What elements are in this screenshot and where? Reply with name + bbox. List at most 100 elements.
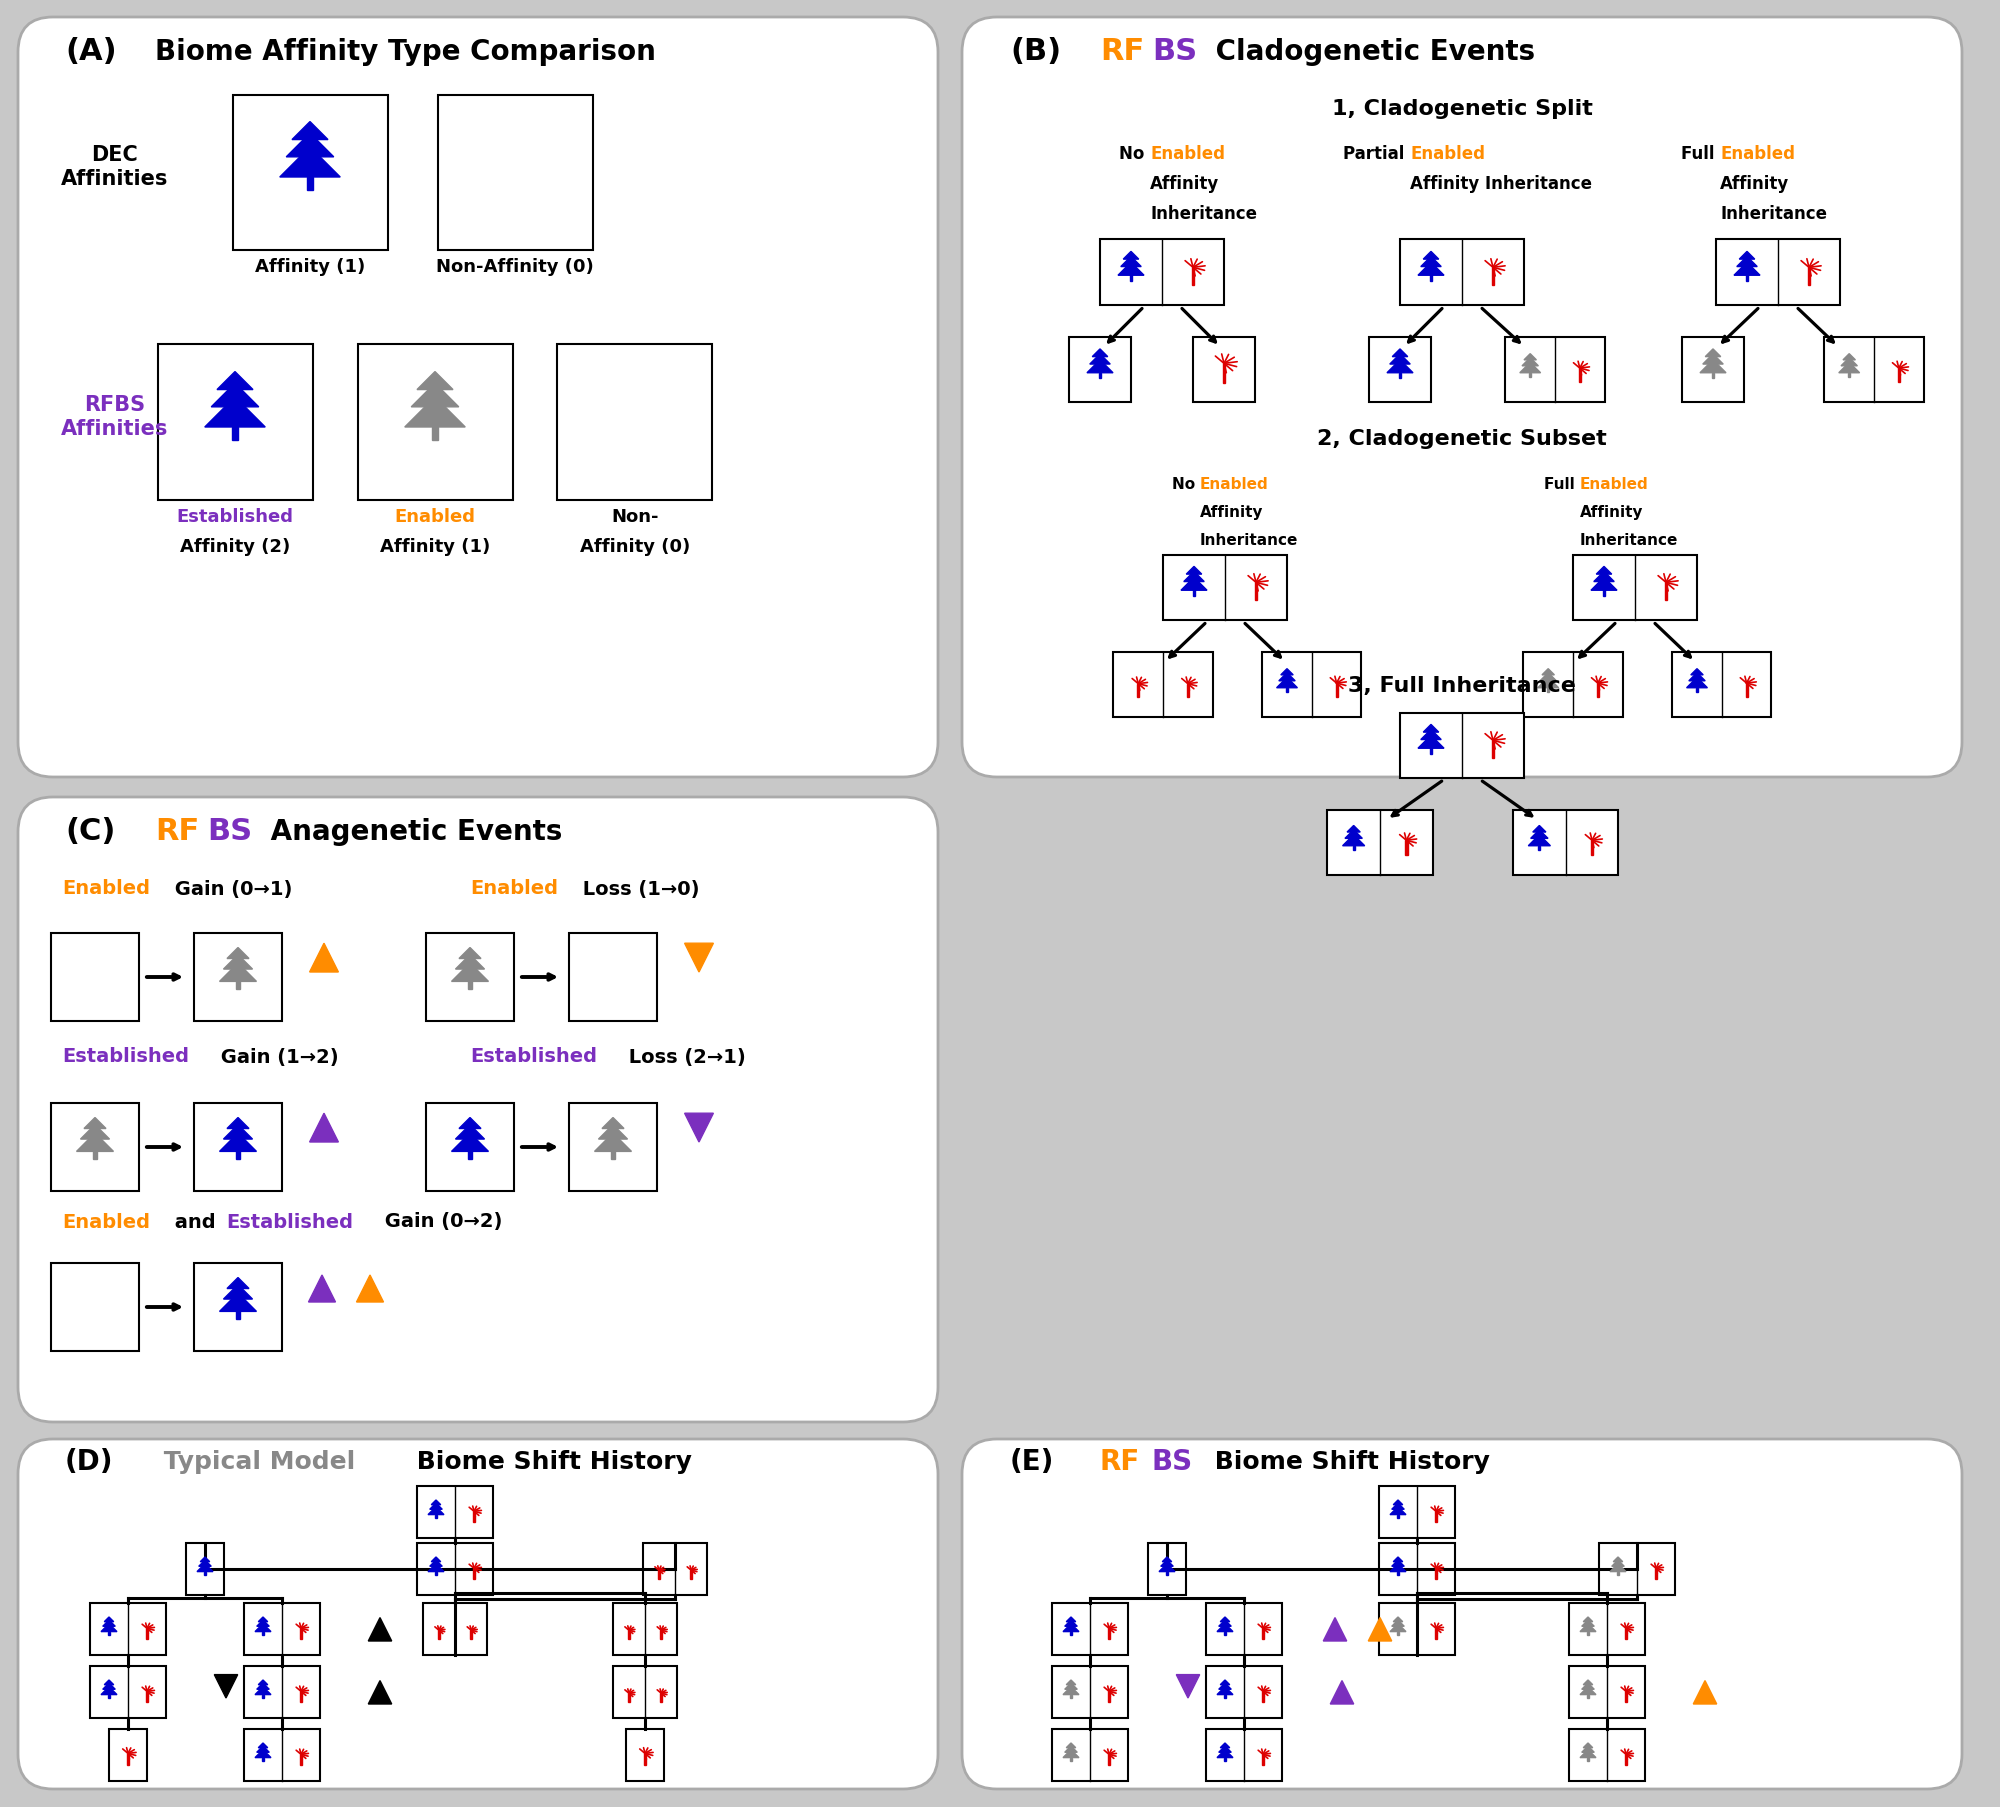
Polygon shape [598,1124,628,1138]
Polygon shape [1392,1621,1404,1626]
Polygon shape [430,1503,442,1509]
Polygon shape [1162,1558,1172,1561]
Polygon shape [1220,1617,1230,1621]
Text: Loss (1→0): Loss (1→0) [576,880,700,898]
Text: Enabled: Enabled [1410,145,1484,163]
Polygon shape [452,1133,488,1151]
Text: RFBS
Affinities: RFBS Affinities [62,396,168,439]
Bar [1716,240,1840,305]
Bar [1682,336,1744,401]
Polygon shape [80,1124,110,1138]
Polygon shape [102,1686,116,1695]
Polygon shape [200,1558,210,1561]
Bar [244,1666,320,1718]
Bar [1186,683,1188,698]
Text: Established: Established [226,1212,352,1232]
Bar [1590,840,1594,855]
Polygon shape [216,372,254,390]
Polygon shape [228,1278,248,1288]
Bar [612,1603,678,1655]
Bar [426,1102,514,1191]
Text: Affinity (1): Affinity (1) [380,537,490,555]
Polygon shape [228,947,248,958]
Bar [1206,1729,1282,1782]
Polygon shape [1386,360,1414,372]
Polygon shape [1066,1617,1076,1621]
Polygon shape [1186,566,1202,575]
Polygon shape [1580,1624,1596,1632]
Polygon shape [224,954,252,969]
Bar [52,932,140,1021]
Text: (B): (B) [1010,38,1062,67]
Polygon shape [1582,1682,1594,1690]
Polygon shape [368,1681,392,1704]
Text: Enabled: Enabled [470,880,558,898]
Polygon shape [256,1746,270,1753]
Polygon shape [214,1675,238,1699]
Bar [194,932,282,1021]
FancyBboxPatch shape [18,1438,938,1789]
Bar [1506,336,1604,401]
Bar [1746,275,1748,280]
Bar [1254,582,1258,600]
Polygon shape [258,1617,268,1621]
Text: Affinity: Affinity [1720,175,1790,193]
Text: BS: BS [1152,1447,1194,1476]
Polygon shape [1160,1563,1174,1572]
Polygon shape [1694,1681,1716,1704]
Text: Gain (1→2): Gain (1→2) [214,1048,338,1066]
Bar [1568,1603,1644,1655]
Polygon shape [1842,358,1858,365]
Text: (E): (E) [1010,1447,1054,1476]
Polygon shape [1218,1624,1232,1632]
Polygon shape [1064,1682,1078,1690]
Polygon shape [412,383,458,407]
Text: Affinity Inheritance: Affinity Inheritance [1410,175,1592,193]
Text: Non-: Non- [612,508,658,526]
Polygon shape [198,1559,212,1567]
Polygon shape [356,1276,384,1303]
Text: Typical Model: Typical Model [156,1449,356,1475]
Polygon shape [1610,1563,1626,1572]
Bar [1602,591,1606,596]
Text: No: No [1172,477,1200,492]
Text: Established: Established [176,508,294,526]
Polygon shape [1842,354,1856,360]
Bar [1114,652,1212,717]
Polygon shape [1348,826,1360,831]
Polygon shape [1584,1744,1592,1747]
Polygon shape [102,1624,116,1632]
Text: Enabled: Enabled [1200,477,1268,492]
Bar [1664,582,1668,600]
FancyBboxPatch shape [962,1438,1962,1789]
Text: RF: RF [1100,38,1144,67]
Bar [1898,369,1900,383]
Text: Enabled: Enabled [1580,477,1648,492]
Polygon shape [1180,576,1208,591]
Polygon shape [456,1124,484,1138]
Polygon shape [1086,360,1114,372]
Polygon shape [292,121,328,139]
Bar [1492,741,1494,759]
Polygon shape [1706,349,1720,356]
Polygon shape [1530,829,1548,838]
Polygon shape [1218,1682,1232,1690]
Text: RF: RF [1100,1447,1140,1476]
Text: Non-Affinity (0): Non-Affinity (0) [436,258,594,275]
Text: and: and [168,1212,222,1232]
Bar [1568,1729,1644,1782]
Polygon shape [76,1133,114,1151]
Text: Biome Shift History: Biome Shift History [1206,1449,1490,1475]
Polygon shape [1582,1621,1594,1626]
Polygon shape [1390,354,1410,363]
Polygon shape [1612,1559,1624,1567]
Bar [244,1729,320,1782]
Polygon shape [1734,262,1760,275]
Bar [1262,652,1362,717]
Bar [426,932,514,1021]
Polygon shape [1394,1500,1402,1505]
Polygon shape [104,1681,114,1684]
Text: RF: RF [156,817,200,846]
Polygon shape [1418,735,1444,748]
Text: Affinity (1): Affinity (1) [254,258,366,275]
